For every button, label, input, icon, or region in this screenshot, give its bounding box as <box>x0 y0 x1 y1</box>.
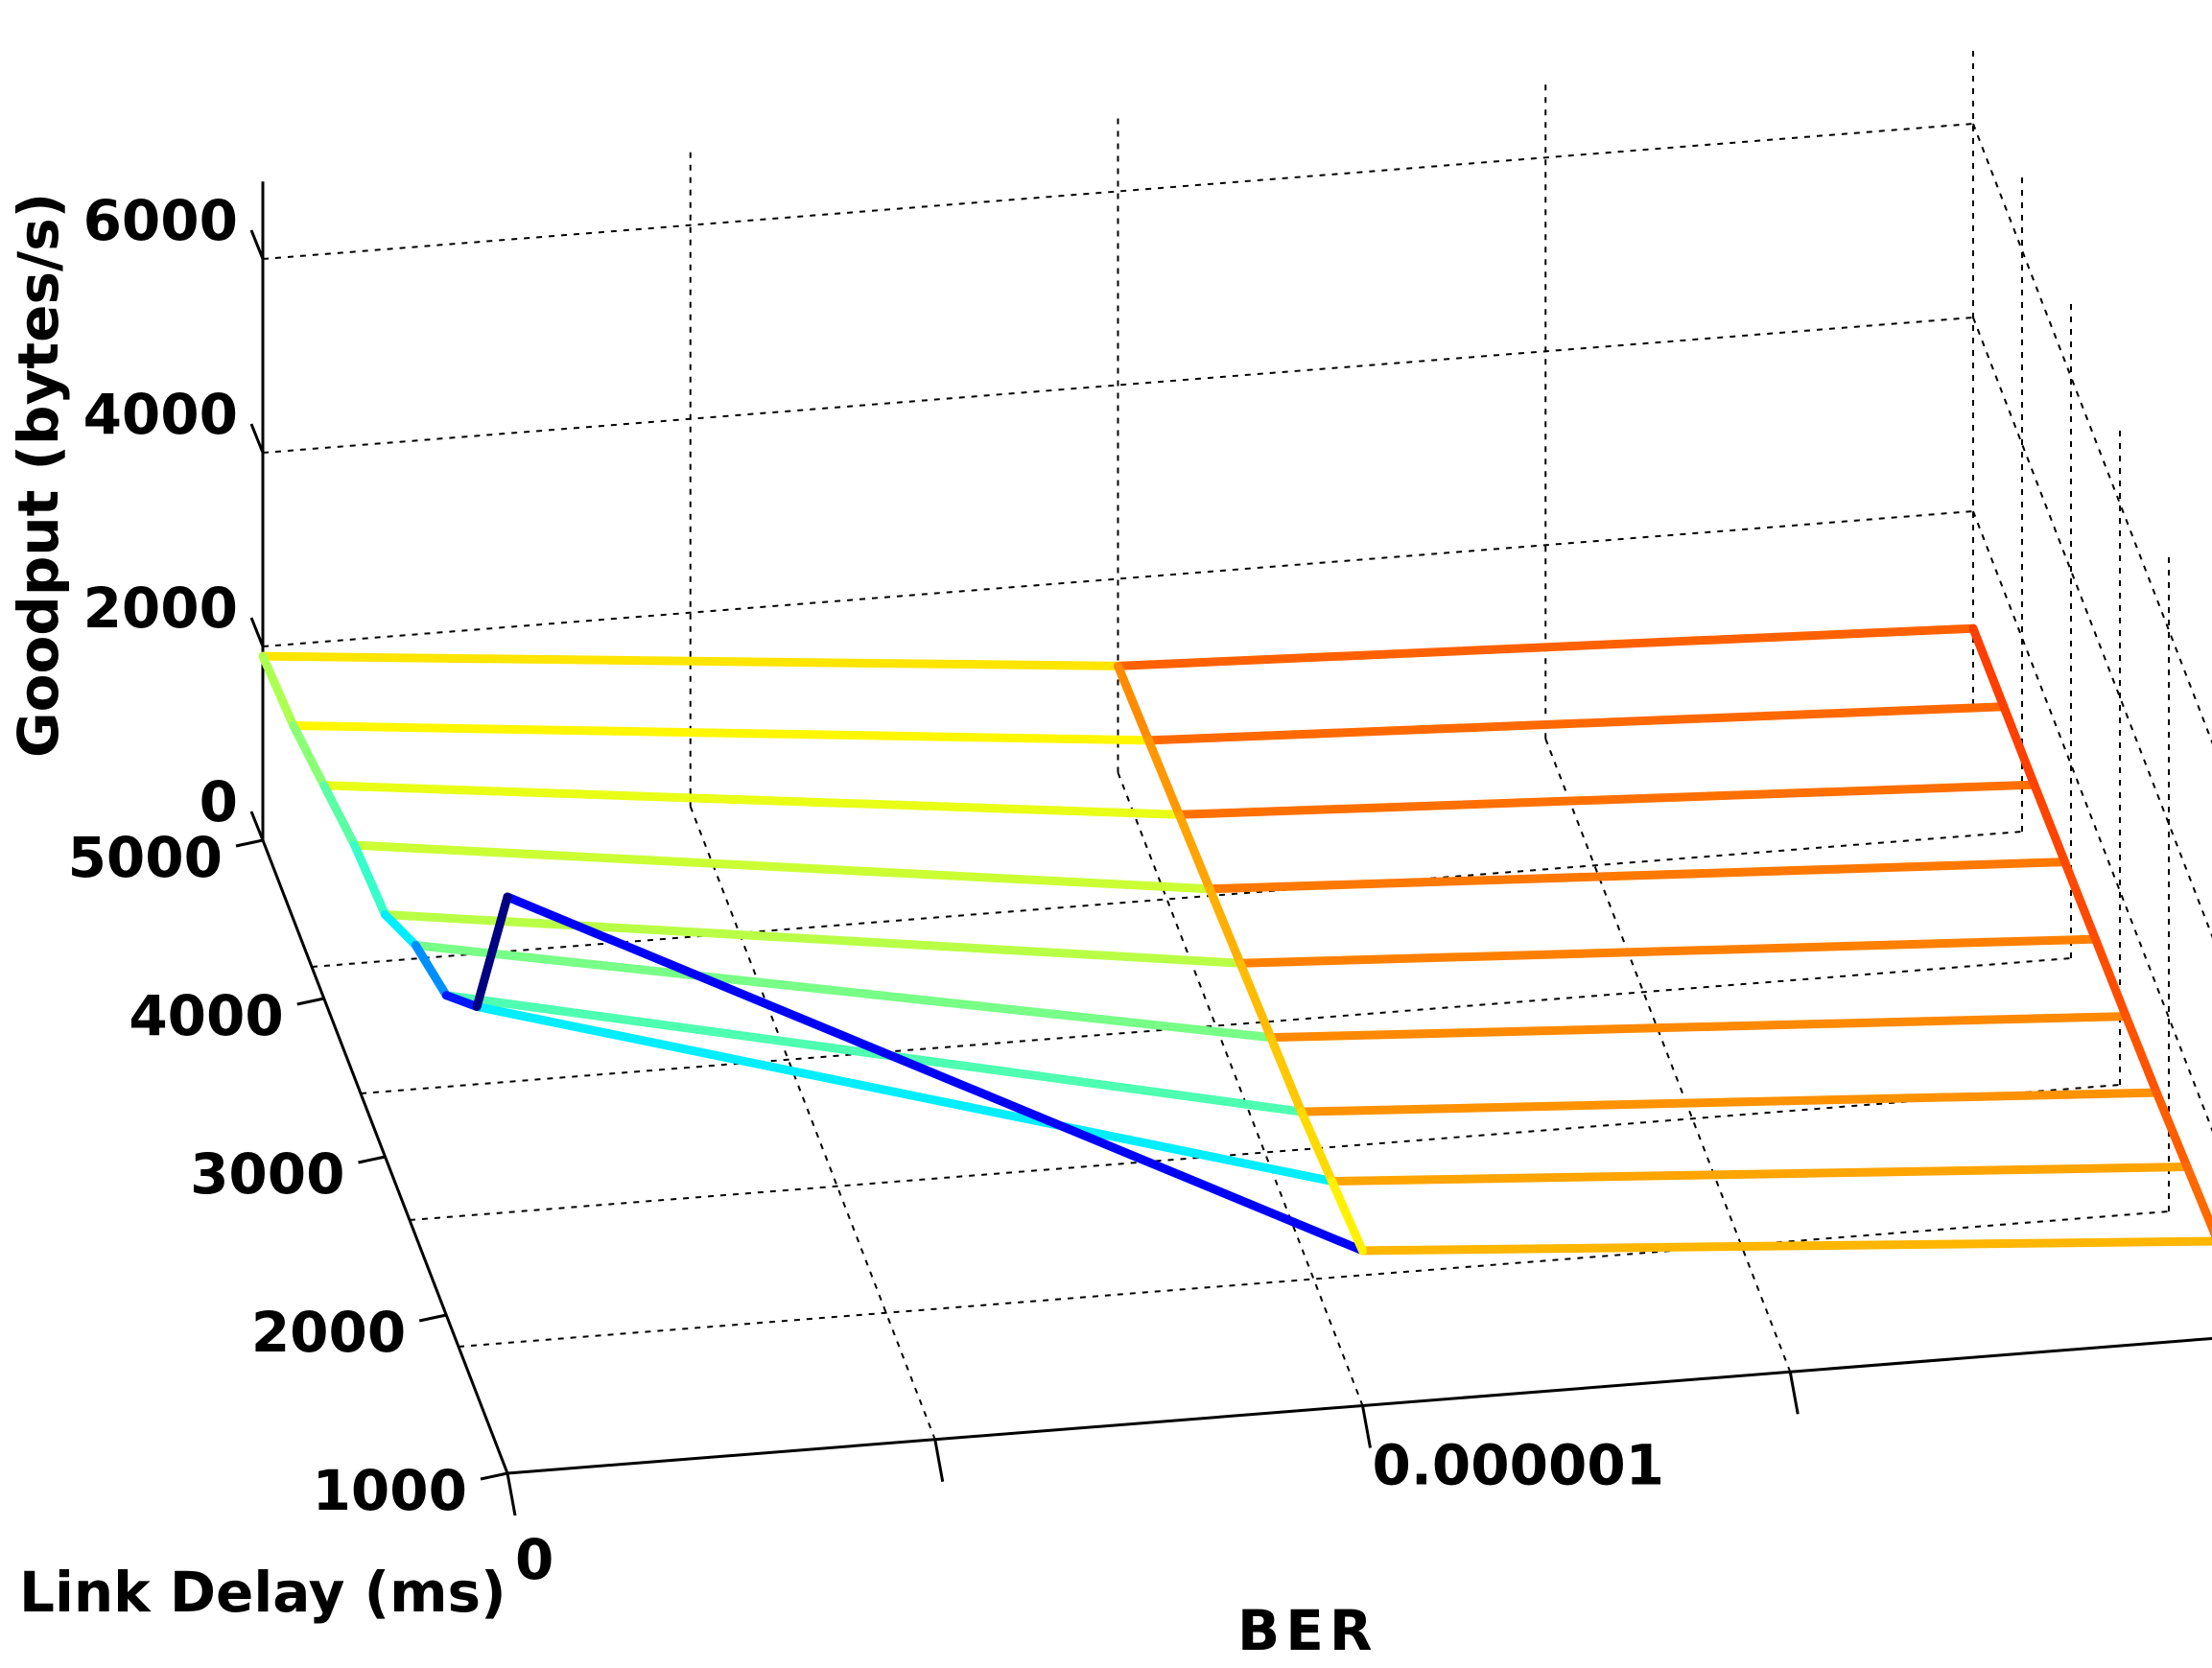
mesh-line-ber <box>503 892 1367 1256</box>
mesh-line-delay <box>2182 1163 2212 1239</box>
y-tick-label: 5000 <box>68 825 223 890</box>
mesh-line-delay <box>1235 958 1276 1043</box>
mesh-line-delay <box>2060 857 2100 944</box>
mesh-line-ber <box>441 991 1306 1116</box>
grid-lines <box>262 46 2212 1441</box>
mesh-line-ber <box>411 941 1276 1043</box>
mesh-line-delay <box>1328 1177 1367 1256</box>
mesh-line-ber <box>1205 857 2070 894</box>
y-tick <box>296 997 325 1006</box>
mesh-line-delay <box>2030 780 2070 867</box>
axes <box>235 181 2212 1516</box>
grid-line <box>689 806 936 1441</box>
mesh-line-ber <box>1328 1163 2192 1186</box>
z-axis-title: Goodput (bytes/s) <box>6 193 71 758</box>
mesh-line-delay <box>2121 1012 2161 1097</box>
y-tick-label: 1000 <box>313 1458 467 1523</box>
z-tick-label: 4000 <box>83 382 238 447</box>
z-tick-label: 2000 <box>83 576 238 641</box>
grid-line <box>1117 772 1364 1406</box>
grid-line <box>1544 738 1792 1373</box>
mesh-line-delay <box>441 991 482 1011</box>
mesh-line-delay <box>472 892 512 1011</box>
z-tick <box>249 229 265 260</box>
mesh-line-delay <box>1114 661 1153 745</box>
mesh-line-ber <box>319 781 1184 819</box>
x-tick <box>506 1472 517 1516</box>
x-tick <box>1361 1405 1372 1448</box>
mesh-line-ber <box>1235 934 2100 968</box>
z-tick <box>249 811 265 841</box>
mesh-line-ber <box>289 721 1153 745</box>
y-tick-label: 2000 <box>251 1300 406 1365</box>
grid-line <box>1972 317 2212 939</box>
y-tick-label: 4000 <box>129 983 283 1048</box>
mesh-line-delay <box>319 781 360 850</box>
z-tick <box>249 423 265 454</box>
mesh-line-ber <box>381 910 1245 968</box>
y-tick <box>235 838 264 848</box>
mesh-line-delay <box>381 910 420 950</box>
mesh-line-ber <box>1358 1236 2212 1256</box>
y-tick <box>418 1313 447 1323</box>
tick-labels: 02000400060001000200030004000500000.0000… <box>68 188 1665 1592</box>
y-tick <box>480 1471 508 1481</box>
mesh-line-ber <box>1143 702 2009 745</box>
mesh-line-ber <box>472 1002 1337 1186</box>
mesh-line-delay <box>2152 1088 2192 1172</box>
x-tick-label: 0.000001 <box>1373 1433 1665 1498</box>
mesh-line-delay <box>1174 810 1214 894</box>
z-tick-label: 6000 <box>83 188 238 253</box>
mesh-line-delay <box>289 721 329 790</box>
mesh-line-ber <box>350 840 1214 894</box>
mesh-line-ber <box>1266 1012 2130 1043</box>
y-tick <box>358 1155 386 1164</box>
mesh-line-delay <box>1266 1033 1306 1116</box>
mesh-line-ber <box>1174 780 2039 819</box>
x-tick <box>933 1439 945 1483</box>
y-tick-label: 3000 <box>190 1141 344 1207</box>
y-axis-title: Link Delay (ms) <box>19 1560 506 1625</box>
mesh-line-delay <box>258 651 298 730</box>
grid-line <box>1972 123 2212 745</box>
x-tick <box>1788 1371 1800 1415</box>
mesh-line-delay <box>1205 884 1245 968</box>
mesh-line-delay <box>1143 736 1184 819</box>
mesh-line-ber <box>258 651 1122 670</box>
z-tick-label: 0 <box>200 769 238 834</box>
z-tick <box>249 617 265 647</box>
mesh-line-ber <box>1297 1088 2161 1116</box>
mesh-line-delay <box>1999 702 2039 789</box>
x-axis-title: BER <box>1237 1598 1378 1663</box>
grid-line <box>1972 510 2212 1133</box>
mesh-line-delay <box>411 941 451 1000</box>
mesh-line-ber <box>1114 623 1978 670</box>
mesh-line-delay <box>1297 1107 1337 1186</box>
surface-mesh <box>258 623 2212 1256</box>
mesh-line-delay <box>1968 623 2009 712</box>
mesh-line-delay <box>350 840 389 919</box>
x-tick-label: 0 <box>515 1527 553 1592</box>
x-axis <box>506 1336 2212 1475</box>
mesh-line-delay <box>2091 934 2130 1022</box>
